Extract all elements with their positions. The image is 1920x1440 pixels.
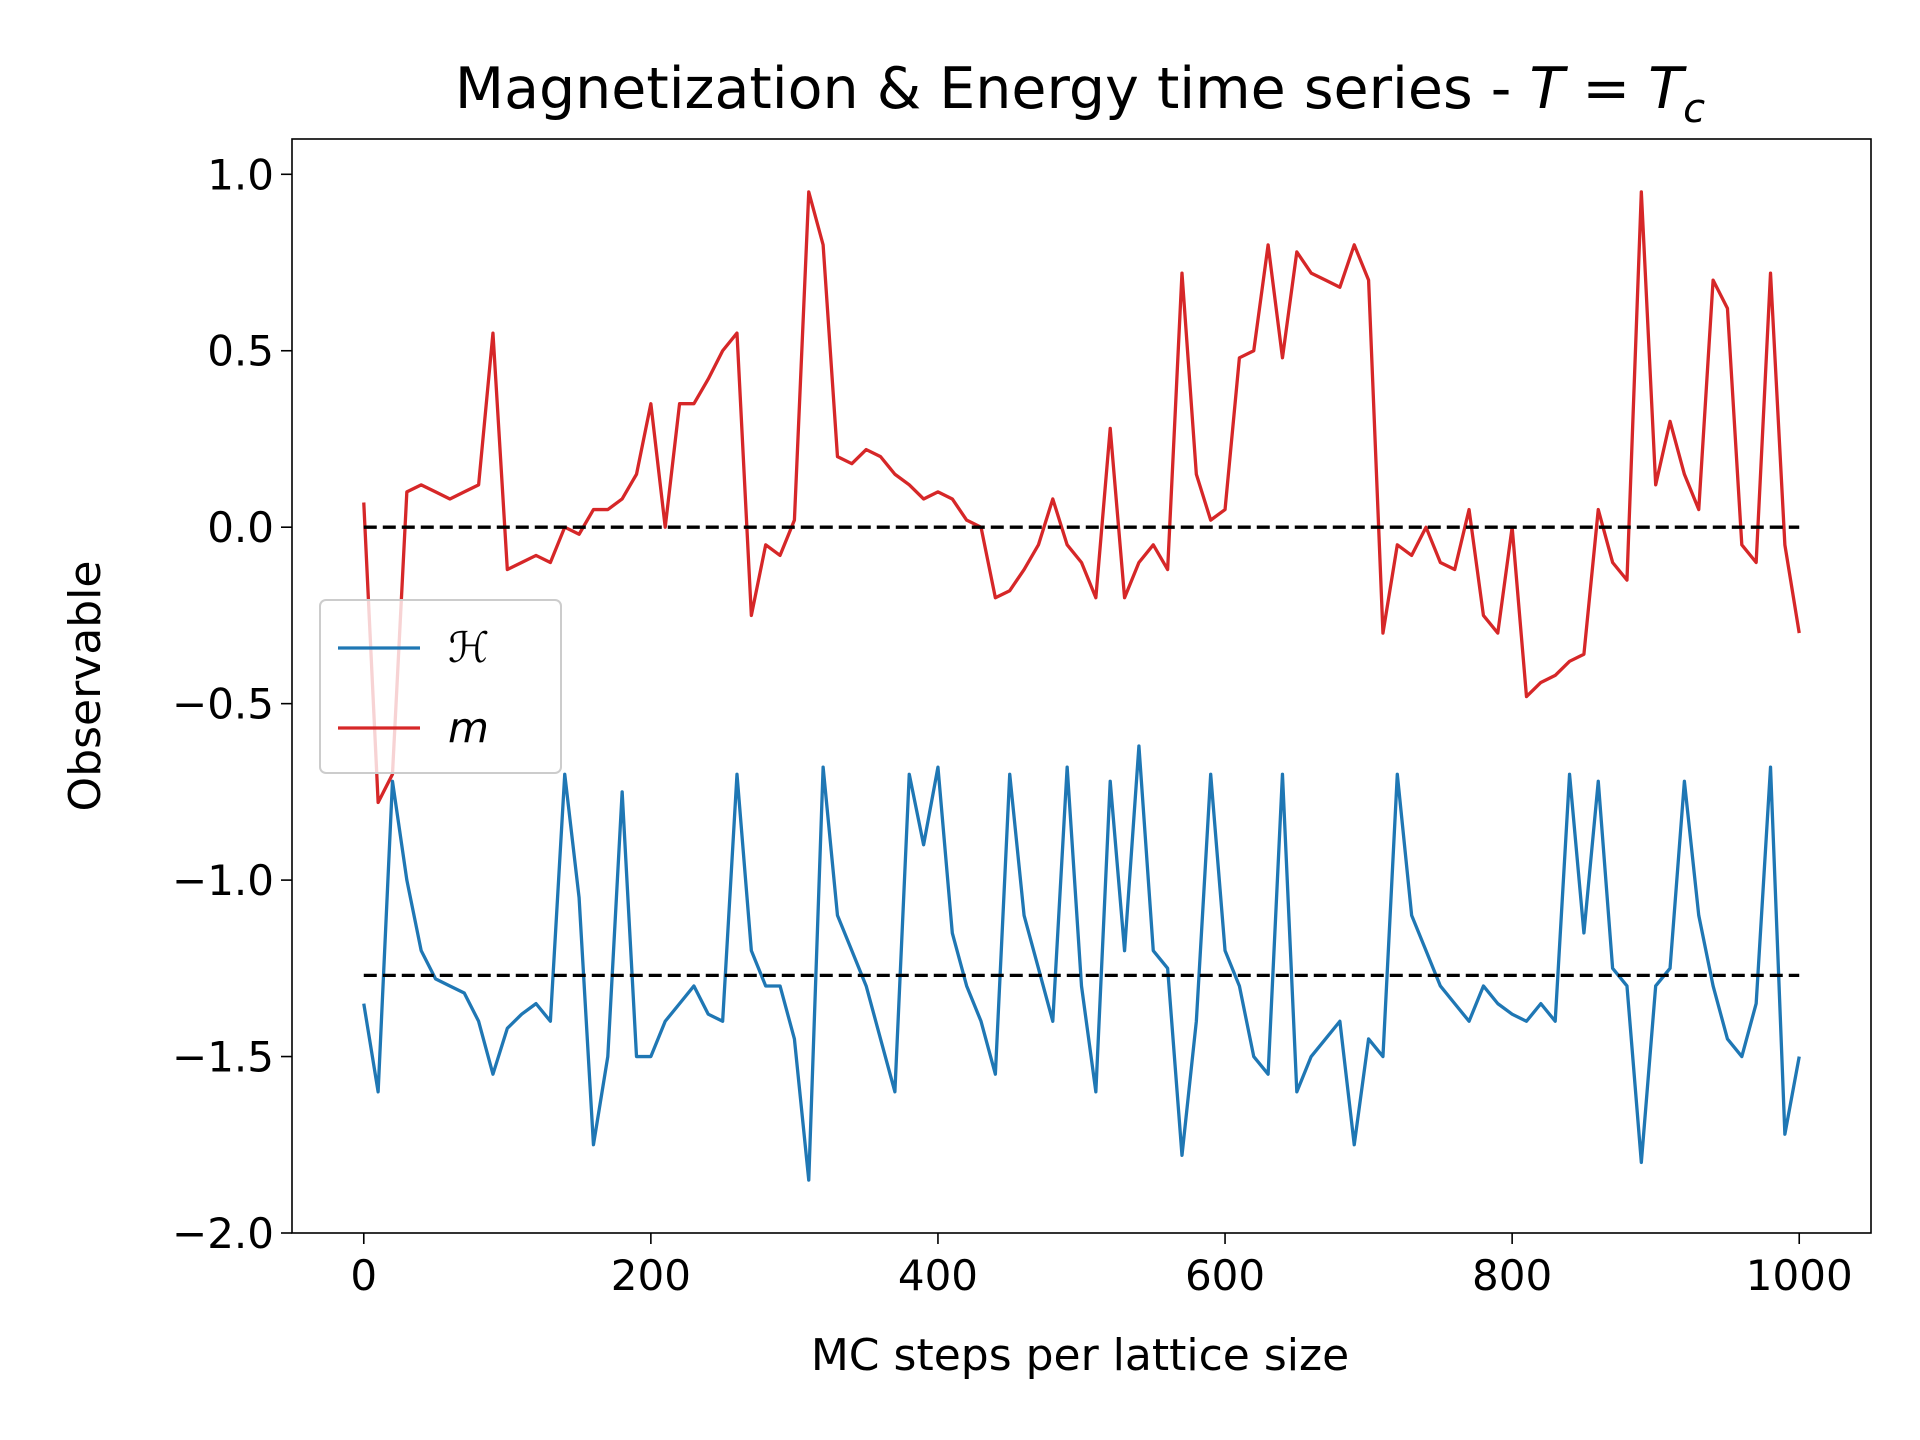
- title-math: T = T: [1529, 56, 1687, 122]
- x-tick-label: 0: [350, 1251, 377, 1300]
- legend-label: ℋ: [448, 623, 490, 672]
- x-tick-label: 1000: [1746, 1251, 1853, 1300]
- x-tick-label: 200: [611, 1251, 691, 1300]
- y-tick-label: 0.5: [207, 327, 274, 376]
- y-tick-label: 0.0: [207, 503, 274, 552]
- legend-box: [319, 599, 562, 774]
- data-line: [362, 744, 1801, 1182]
- chart-title: Magnetization & Energy time series - T =…: [455, 56, 1705, 132]
- y-tick-label: 1.0: [207, 150, 274, 199]
- y-axis-label: Observable: [60, 561, 111, 812]
- plot-frame: [291, 138, 1872, 1234]
- y-tick-label: −0.5: [172, 680, 274, 729]
- title-subscript: c: [1683, 86, 1705, 132]
- data-line: [362, 190, 1801, 805]
- legend-label: m: [448, 703, 489, 752]
- x-tick-label: 800: [1472, 1251, 1552, 1300]
- x-tick-label: 600: [1185, 1251, 1265, 1300]
- y-tick-label: −1.0: [172, 856, 274, 905]
- y-tick-label: −1.5: [172, 1033, 274, 1082]
- title-text: Magnetization & Energy time series -: [455, 56, 1530, 122]
- x-axis-label: MC steps per lattice size: [811, 1330, 1349, 1381]
- y-tick-label: −2.0: [172, 1209, 274, 1258]
- x-tick-label: 400: [898, 1251, 978, 1300]
